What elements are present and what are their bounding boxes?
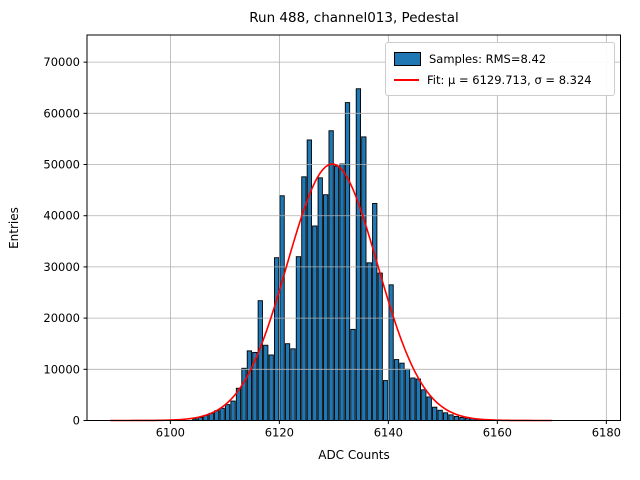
histogram-bar — [344, 102, 351, 421]
x-axis-label: ADC Counts — [318, 448, 390, 462]
histogram-bar — [246, 350, 253, 421]
histogram-bar — [339, 163, 345, 421]
x-tick-label: 6100 — [156, 426, 185, 440]
y-tick-label: 0 — [73, 414, 80, 428]
histogram-bar — [219, 407, 225, 421]
histogram-bar — [404, 368, 411, 421]
histogram-bar — [426, 396, 432, 421]
histogram-bar — [355, 88, 362, 421]
y-tick-label: 20000 — [43, 311, 80, 325]
chart-title: Run 488, channel013, Pedestal — [249, 10, 459, 26]
legend-samples-label: Samples: RMS=8.42 — [429, 51, 547, 66]
histogram-bar — [257, 300, 263, 421]
histogram-bar — [333, 165, 340, 421]
y-tick-label: 30000 — [43, 260, 80, 274]
histogram-bar — [393, 359, 400, 421]
histogram-bar — [230, 400, 236, 421]
histogram-bar — [383, 380, 389, 421]
histogram-bar — [350, 328, 356, 421]
x-tick-label: 6160 — [483, 426, 512, 440]
histogram-bar — [421, 389, 427, 421]
histogram-bar — [372, 202, 378, 421]
fit-line-icon — [394, 78, 419, 81]
histogram-bar — [323, 194, 329, 421]
histogram-bar — [306, 139, 312, 421]
histogram-bar — [284, 343, 291, 421]
histogram-bar — [410, 377, 416, 421]
legend-fit-label: Fit: μ = 6129.713, σ = 8.324 — [427, 72, 592, 87]
histogram-bar — [274, 257, 280, 421]
x-tick-label: 6120 — [265, 426, 294, 440]
histogram-bar — [437, 409, 443, 421]
y-tick-label: 70000 — [43, 55, 80, 69]
histogram-bar — [224, 404, 231, 421]
histogram-bar — [399, 362, 405, 421]
y-axis-label: Entries — [7, 207, 21, 249]
histogram-bar — [312, 225, 318, 421]
samples-swatch-icon — [394, 51, 421, 66]
histogram-bar — [361, 136, 367, 421]
histogram-bar — [279, 195, 285, 421]
legend-item-fit: Fit: μ = 6129.713, σ = 8.324 — [394, 69, 604, 90]
histogram-bar — [263, 344, 269, 421]
histogram-bar — [328, 130, 334, 421]
histogram-bar — [432, 406, 438, 421]
histogram-bar — [448, 414, 454, 421]
legend-item-samples: Samples: RMS=8.42 — [394, 48, 604, 69]
histogram-bar — [377, 272, 383, 421]
histogram-bar — [442, 412, 449, 421]
fit-curve — [110, 163, 552, 422]
y-tick-label: 10000 — [43, 362, 80, 376]
histogram-bar — [453, 415, 460, 421]
y-tick-label: 40000 — [43, 209, 80, 223]
axes-spines — [86, 34, 621, 421]
legend: Samples: RMS=8.42 Fit: μ = 6129.713, σ =… — [385, 42, 615, 96]
histogram-bar — [290, 348, 296, 421]
histogram-bar — [241, 367, 247, 421]
x-tick-label: 6140 — [374, 426, 403, 440]
histogram-bar — [317, 177, 323, 421]
histogram-bar — [415, 378, 421, 421]
histogram-bar — [366, 262, 372, 421]
histogram-bar — [295, 256, 302, 421]
y-tick-label: 60000 — [43, 106, 80, 120]
y-tick-label: 50000 — [43, 158, 80, 172]
histogram-bar — [268, 354, 274, 421]
x-tick-label: 6180 — [592, 426, 621, 440]
